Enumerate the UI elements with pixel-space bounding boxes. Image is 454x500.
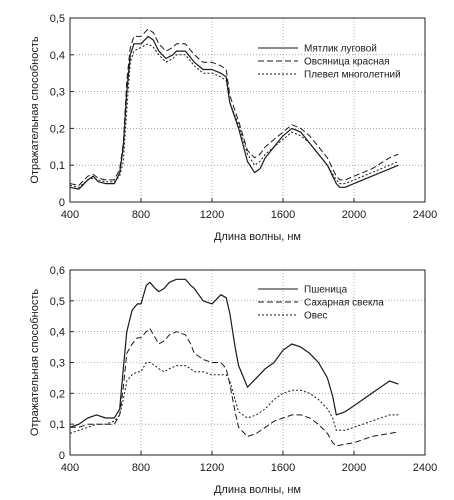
series-line-2: [70, 328, 399, 447]
chart-panel-top: 0 0,1 0,2 0,3 0,4 0,5 400 800 1200 1600 2000 2400 Дл…: [29, 13, 437, 243]
legend-label: Овсяница красная: [304, 57, 390, 68]
y-axis-label: Отражательная способность: [29, 36, 41, 183]
chart-panel-bottom: 0 0,1 0,2 0,3 0,4 0,5 0,6 400 800 1200 1600 2000 240…: [29, 265, 437, 496]
x-tick-label: 2000: [342, 462, 366, 474]
y-tick-label: 0,5: [50, 13, 65, 25]
y-tick-label: 0,4: [50, 50, 65, 62]
series-line-2: [69, 28, 399, 186]
legend-label: Пшеница: [304, 285, 348, 296]
x-tick-label: 2400: [413, 209, 437, 221]
y-tick-label: 0,2: [50, 388, 65, 400]
x-tick-label: 400: [61, 209, 79, 221]
y-tick-label: 0: [59, 197, 65, 209]
legend-label: Плевел многолетний: [304, 70, 401, 81]
x-tick-label: 2400: [413, 462, 437, 474]
y-tick-label: 0,2: [50, 123, 65, 135]
x-tick-label: 1600: [271, 462, 295, 474]
x-tick-label: 1200: [200, 209, 224, 221]
x-tick-label: 1200: [200, 462, 224, 474]
x-tick-label: 400: [61, 462, 79, 474]
legend-label: Мятлик луговой: [304, 44, 377, 55]
y-tick-label: 0,4: [50, 327, 65, 339]
legend-label: Овес: [304, 311, 328, 322]
y-axis-label: Отражательная способность: [29, 289, 41, 436]
plot-frame: [69, 17, 426, 203]
x-tick-label: 800: [132, 209, 150, 221]
y-tick-label: 0,1: [50, 160, 65, 172]
y-tick-label: 0,5: [50, 296, 65, 308]
legend-label: Сахарная свекла: [304, 298, 384, 309]
x-axis-label: Длина волны, нм: [214, 484, 301, 496]
y-tick-label: 0: [59, 450, 65, 462]
series-line-1: [69, 278, 399, 428]
y-tick-label: 0,3: [50, 87, 65, 99]
series-line-3: [69, 362, 399, 434]
x-tick-label: 800: [132, 462, 150, 474]
x-tick-label: 2000: [342, 209, 366, 221]
series-line-3: [69, 43, 399, 188]
y-tick-label: 0,3: [50, 358, 65, 370]
y-tick-label: 0,1: [50, 419, 65, 431]
y-tick-label: 0,6: [50, 265, 65, 277]
x-tick-label: 1600: [271, 209, 295, 221]
x-axis-label: Длина волны, нм: [214, 231, 301, 243]
